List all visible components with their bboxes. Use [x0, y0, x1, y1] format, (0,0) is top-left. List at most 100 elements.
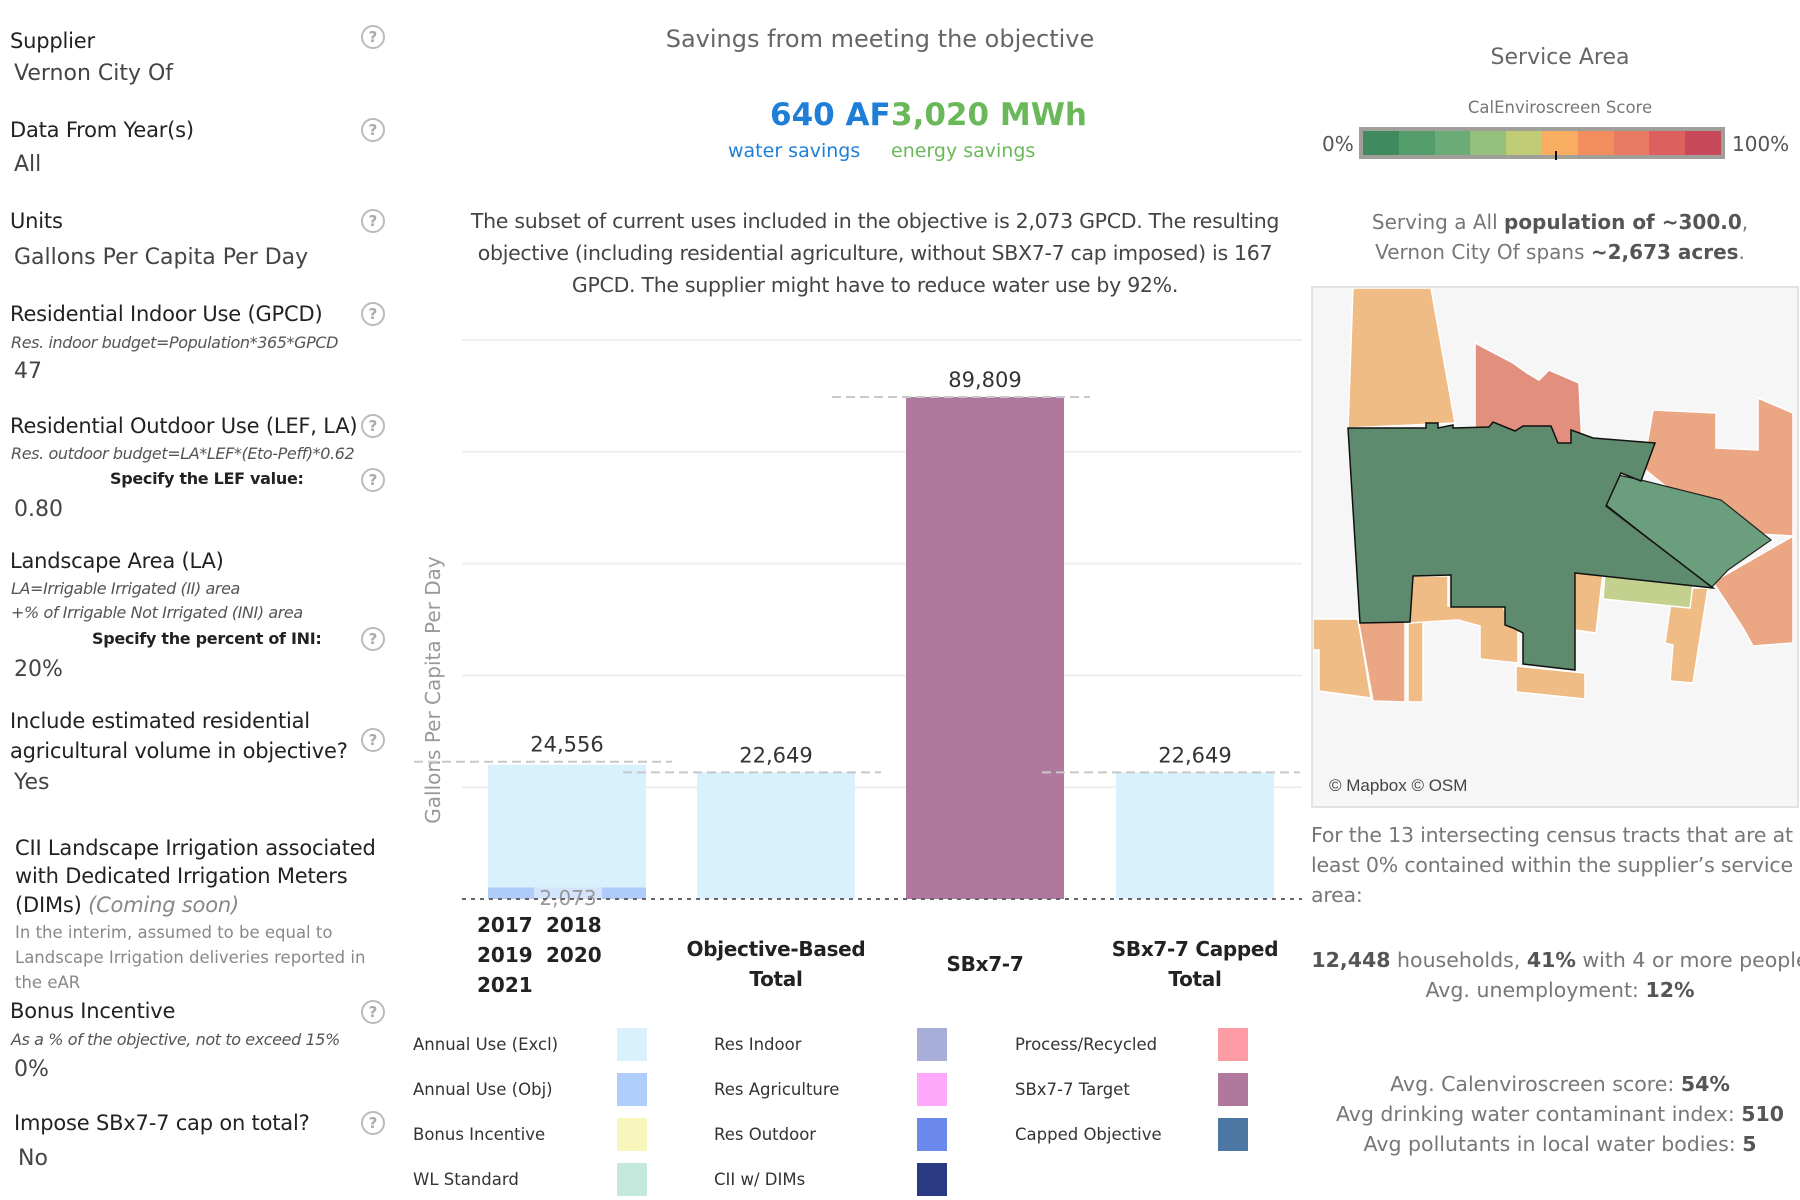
- lef-spec-label: Specify the LEF value:: [110, 469, 304, 488]
- cii-label-1: CII Landscape Irrigation associated: [15, 836, 376, 860]
- census-tract: [1407, 619, 1424, 703]
- legend-label: Process/Recycled: [1015, 1035, 1158, 1054]
- cap-selector[interactable]: No: [18, 1146, 48, 1171]
- stat-text: households,: [1390, 948, 1527, 972]
- bar: [1116, 772, 1274, 899]
- energy-savings-value: 3,020 MWh: [891, 97, 1087, 133]
- legend-swatch: [617, 1163, 647, 1196]
- legend-swatch: [917, 1118, 947, 1151]
- scale-segment: [1577, 131, 1614, 155]
- pollutants-value: 5: [1742, 1132, 1757, 1156]
- serving-text: Serving a All: [1371, 210, 1504, 234]
- help-icon[interactable]: ?: [361, 468, 385, 492]
- scale-segment: [1398, 131, 1435, 155]
- legend-swatch: [917, 1028, 947, 1061]
- legend-swatch: [917, 1163, 947, 1196]
- bar-segment-label: 2,073: [539, 886, 596, 910]
- bar-total-label: 22,649: [739, 743, 812, 767]
- res-indoor-label: Residential Indoor Use (GPCD): [10, 302, 323, 326]
- drinking-water-value: 510: [1741, 1102, 1785, 1126]
- units-selector[interactable]: Gallons Per Capita Per Day: [14, 245, 309, 270]
- scale-segment: [1649, 131, 1686, 155]
- x-tick-label-line: Total: [1168, 967, 1222, 991]
- legend-label: Res Agriculture: [714, 1080, 840, 1099]
- res-ag-selector[interactable]: Yes: [14, 770, 50, 795]
- help-icon[interactable]: ?: [361, 414, 385, 438]
- cii-label-3: (DIMs): [15, 893, 82, 917]
- x-tick-year-label: 2017: [477, 913, 533, 937]
- scale-segment: [1363, 131, 1399, 155]
- res-indoor-input[interactable]: 47: [14, 359, 42, 384]
- bar: [488, 887, 534, 899]
- legend-swatch: [1218, 1073, 1248, 1106]
- scale-segment: [1434, 131, 1471, 155]
- serving-text: Vernon City Of spans: [1375, 240, 1591, 264]
- years-label: Data From Year(s): [10, 118, 194, 142]
- households-pct-value: 41%: [1526, 948, 1576, 972]
- legend-label: Res Outdoor: [714, 1125, 817, 1144]
- help-icon[interactable]: ?: [361, 627, 385, 651]
- help-icon[interactable]: ?: [361, 728, 385, 752]
- x-tick-year-label: 2021: [477, 973, 533, 997]
- x-tick-label-line: Objective-Based: [686, 937, 866, 961]
- help-icon[interactable]: ?: [361, 25, 385, 49]
- legend-label: Annual Use (Obj): [413, 1080, 553, 1099]
- res-ag-label-1: Include estimated residential: [10, 709, 310, 733]
- help-icon[interactable]: ?: [361, 209, 385, 233]
- help-icon[interactable]: ?: [361, 1000, 385, 1024]
- map-attribution: © Mapbox © OSM: [1329, 776, 1468, 795]
- legend-swatch: [617, 1028, 647, 1061]
- years-selector[interactable]: All: [14, 152, 42, 177]
- stat-text: with 4 or more people: [1575, 948, 1800, 972]
- supplier-selector[interactable]: Vernon City Of: [14, 61, 174, 86]
- ini-percent-input[interactable]: 20%: [14, 657, 63, 682]
- environment-stats: Avg. Calenviroscreen score: 54% Avg drin…: [1310, 1069, 1800, 1159]
- res-indoor-formula: Res. indoor budget=Population*365*GPCD: [11, 333, 339, 352]
- help-icon[interactable]: ?: [361, 302, 385, 326]
- bar-total-label: 24,556: [530, 733, 603, 757]
- res-ag-label-2: agricultural volume in objective?: [10, 739, 348, 763]
- population-value: population of ~300.0: [1504, 210, 1742, 234]
- households-value: 12,448: [1311, 948, 1391, 972]
- ces-label: Avg. Calenviroscreen score:: [1390, 1072, 1681, 1096]
- service-area-map[interactable]: © Mapbox © OSM: [1311, 286, 1799, 808]
- x-tick-label: SBx7-7 Capped Total: [1085, 934, 1305, 994]
- energy-savings-label: energy savings: [891, 140, 1036, 162]
- cap-label: Impose SBx7-7 cap on total?: [14, 1111, 310, 1135]
- scale-segment: [1470, 131, 1507, 155]
- bonus-label: Bonus Incentive: [10, 999, 176, 1023]
- bonus-input[interactable]: 0%: [14, 1057, 49, 1082]
- bar-total-label: 22,649: [1158, 743, 1231, 767]
- legend-label: SBx7-7 Target: [1015, 1080, 1130, 1099]
- census-tract: [1711, 534, 1794, 647]
- drinking-water-label: Avg drinking water contaminant index:: [1335, 1102, 1742, 1126]
- help-icon[interactable]: ?: [361, 118, 385, 142]
- x-tick-label: Objective-Based Total: [666, 934, 886, 994]
- bar: [488, 764, 646, 888]
- census-tracts-description: For the 13 intersecting census tracts th…: [1311, 823, 1793, 907]
- supplier-service-area: [1347, 421, 1716, 671]
- legend-label: Capped Objective: [1015, 1125, 1162, 1144]
- bar: [534, 887, 602, 899]
- ini-spec-label: Specify the percent of INI:: [92, 629, 322, 648]
- serving-summary: Serving a All population of ~300.0, Vern…: [1310, 207, 1800, 267]
- bar: [697, 772, 855, 899]
- objective-description: The subset of current uses included in t…: [470, 209, 1280, 297]
- cii-note: In the interim, assumed to be equal to L…: [15, 923, 366, 992]
- calenviroscreen-scale-title: CalEnviroscreen Score: [1467, 98, 1653, 117]
- serving-text: ,: [1741, 210, 1749, 234]
- x-tick-label: SBx7-7: [875, 949, 1095, 979]
- ces-value: 54%: [1680, 1072, 1730, 1096]
- supplier-label: Supplier: [10, 29, 95, 53]
- coming-soon-tag: (Coming soon): [88, 893, 239, 917]
- lef-input[interactable]: 0.80: [14, 497, 63, 522]
- scale-segment: [1613, 131, 1650, 155]
- y-axis-title: Gallons Per Capita Per Day: [421, 556, 445, 824]
- census-tract: [1347, 288, 1456, 429]
- help-icon[interactable]: ?: [361, 1111, 385, 1135]
- bar-total-label: 89,809: [948, 368, 1021, 392]
- savings-title: Savings from meeting the objective: [665, 25, 1095, 53]
- bar: [602, 887, 646, 899]
- landscape-formula-1: LA=Irrigable Irrigated (II) area: [11, 579, 240, 598]
- census-tract: [1574, 570, 1604, 634]
